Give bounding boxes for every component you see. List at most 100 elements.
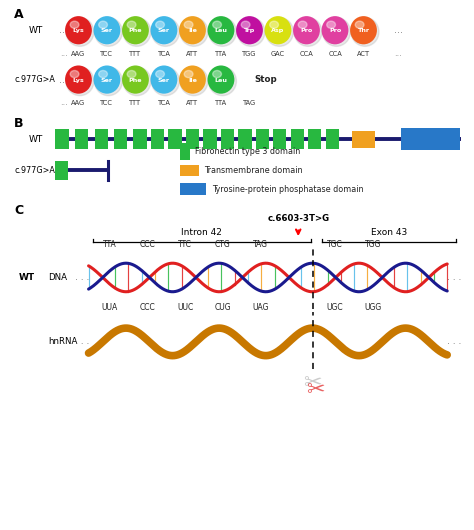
- Text: Lys: Lys: [73, 29, 84, 33]
- Ellipse shape: [209, 67, 237, 96]
- Ellipse shape: [155, 70, 164, 78]
- Text: Exon 43: Exon 43: [371, 228, 407, 237]
- FancyBboxPatch shape: [151, 129, 164, 149]
- Ellipse shape: [265, 17, 293, 46]
- Text: ATT: ATT: [186, 100, 199, 106]
- Text: ...: ...: [394, 25, 403, 35]
- Ellipse shape: [321, 16, 348, 45]
- Ellipse shape: [70, 70, 79, 78]
- Text: hnRNA: hnRNA: [48, 338, 78, 347]
- Text: CCA: CCA: [328, 50, 342, 57]
- Text: B: B: [14, 117, 24, 130]
- Text: ...: ...: [59, 25, 68, 35]
- Ellipse shape: [298, 21, 307, 28]
- Text: CCC: CCC: [139, 303, 155, 312]
- Ellipse shape: [179, 16, 206, 45]
- Ellipse shape: [122, 16, 149, 45]
- Text: TTC: TTC: [178, 241, 192, 250]
- Ellipse shape: [93, 16, 120, 45]
- Ellipse shape: [70, 21, 79, 28]
- Text: ...: ...: [59, 75, 68, 85]
- Text: . . .: . . .: [75, 273, 89, 282]
- Ellipse shape: [127, 21, 136, 28]
- Text: Ile: Ile: [188, 78, 197, 83]
- Ellipse shape: [99, 70, 108, 78]
- Text: GAC: GAC: [271, 50, 285, 57]
- Text: Lys: Lys: [73, 78, 84, 83]
- FancyBboxPatch shape: [180, 183, 206, 195]
- FancyBboxPatch shape: [308, 129, 321, 149]
- FancyBboxPatch shape: [180, 165, 199, 176]
- Ellipse shape: [241, 21, 250, 28]
- Ellipse shape: [209, 17, 237, 46]
- FancyBboxPatch shape: [55, 161, 68, 180]
- Ellipse shape: [213, 21, 221, 28]
- Ellipse shape: [123, 67, 151, 96]
- Text: Ser: Ser: [158, 29, 170, 33]
- FancyBboxPatch shape: [255, 129, 269, 149]
- Ellipse shape: [94, 17, 122, 46]
- Text: ...: ...: [394, 49, 402, 58]
- Ellipse shape: [179, 66, 206, 94]
- Text: Ser: Ser: [158, 78, 170, 83]
- Text: Leu: Leu: [214, 78, 228, 83]
- FancyBboxPatch shape: [186, 129, 199, 149]
- Text: ATT: ATT: [186, 50, 199, 57]
- FancyBboxPatch shape: [221, 129, 234, 149]
- Text: c.6603-3T>G: c.6603-3T>G: [267, 215, 329, 224]
- FancyBboxPatch shape: [203, 129, 217, 149]
- Text: A: A: [14, 8, 24, 21]
- Text: TAG: TAG: [253, 241, 268, 250]
- Text: TTA: TTA: [215, 50, 227, 57]
- Text: UUC: UUC: [177, 303, 193, 312]
- Text: CTG: CTG: [215, 241, 231, 250]
- Ellipse shape: [237, 17, 265, 46]
- Ellipse shape: [236, 16, 263, 45]
- Text: . . .: . . .: [75, 338, 89, 347]
- Text: Tyrosine-protein phosphatase domain: Tyrosine-protein phosphatase domain: [212, 184, 363, 193]
- Text: Ser: Ser: [101, 78, 113, 83]
- Text: UAG: UAG: [252, 303, 269, 312]
- Ellipse shape: [351, 17, 379, 46]
- Text: Ser: Ser: [101, 29, 113, 33]
- Text: C: C: [14, 204, 23, 217]
- Text: CCC: CCC: [139, 241, 155, 250]
- Text: Phe: Phe: [129, 29, 142, 33]
- Text: Transmembrane domain: Transmembrane domain: [204, 166, 303, 175]
- Text: c.977G>A: c.977G>A: [14, 166, 55, 175]
- Ellipse shape: [122, 66, 149, 94]
- Ellipse shape: [350, 16, 377, 45]
- Text: TAG: TAG: [243, 100, 256, 106]
- FancyBboxPatch shape: [180, 144, 190, 160]
- Text: Asp: Asp: [272, 29, 284, 33]
- Ellipse shape: [93, 66, 120, 94]
- Text: TTT: TTT: [129, 100, 142, 106]
- Ellipse shape: [151, 17, 180, 46]
- FancyBboxPatch shape: [291, 129, 304, 149]
- Text: TCA: TCA: [157, 100, 171, 106]
- Ellipse shape: [184, 70, 193, 78]
- Text: TGC: TGC: [327, 241, 343, 250]
- Text: Stop: Stop: [254, 75, 277, 84]
- Ellipse shape: [180, 67, 208, 96]
- Ellipse shape: [180, 17, 208, 46]
- Text: Trp: Trp: [244, 29, 255, 33]
- Ellipse shape: [94, 67, 122, 96]
- Text: ✂: ✂: [304, 374, 322, 393]
- FancyBboxPatch shape: [168, 129, 182, 149]
- Ellipse shape: [65, 66, 92, 94]
- FancyBboxPatch shape: [133, 129, 147, 149]
- Text: AAG: AAG: [72, 100, 85, 106]
- Text: TCA: TCA: [157, 50, 171, 57]
- Ellipse shape: [127, 70, 136, 78]
- Text: DNA: DNA: [48, 273, 68, 282]
- Ellipse shape: [99, 21, 108, 28]
- Text: TTA: TTA: [215, 100, 227, 106]
- Text: WT: WT: [29, 135, 43, 144]
- Text: ACT: ACT: [357, 50, 370, 57]
- FancyBboxPatch shape: [74, 129, 88, 149]
- Text: ✂: ✂: [306, 379, 325, 400]
- Text: . . .: . . .: [447, 338, 462, 347]
- Ellipse shape: [123, 17, 151, 46]
- FancyBboxPatch shape: [401, 128, 460, 150]
